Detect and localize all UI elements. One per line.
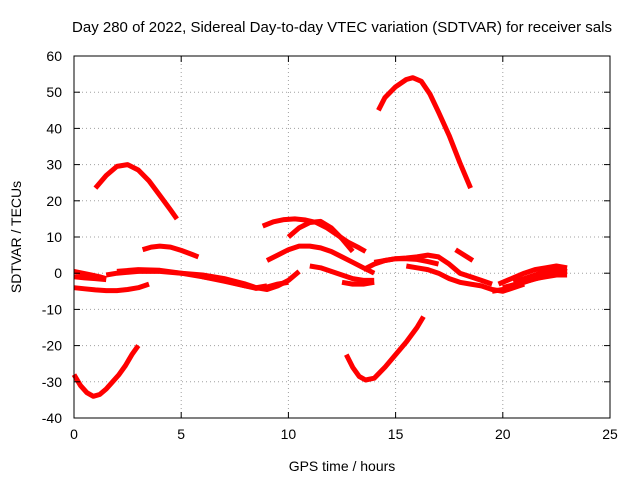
x-tick-label: 10 <box>281 426 297 442</box>
series-arc-01 <box>71 344 141 399</box>
y-tick-label: 10 <box>46 229 62 245</box>
x-tick-label: 25 <box>602 426 618 442</box>
y-tick-label: -40 <box>42 410 62 426</box>
series-arc-16 <box>376 75 473 190</box>
series-arc-15 <box>344 315 426 383</box>
series-arc-18 <box>373 256 440 267</box>
y-tick-label: 0 <box>54 265 62 281</box>
y-axis-label: SDTVAR / TECUs <box>8 181 24 293</box>
x-tick-label: 20 <box>495 426 511 442</box>
series-arc-22 <box>497 263 568 287</box>
y-tick-label: -20 <box>42 338 62 354</box>
y-tick-label: 30 <box>46 157 62 173</box>
series-arc-10 <box>265 243 376 276</box>
x-tick-label: 15 <box>388 426 404 442</box>
y-tick-labels: -40 -30 -20 -10 0 10 20 30 40 50 60 <box>42 48 62 426</box>
y-tick-label: -30 <box>42 374 62 390</box>
y-tick-label: -10 <box>42 301 62 317</box>
data-traces <box>71 75 568 399</box>
chart-title: Day 280 of 2022, Sidereal Day-to-day VTE… <box>72 19 612 36</box>
y-tick-label: 20 <box>46 193 62 209</box>
series-arc-02 <box>93 162 179 221</box>
series-arc-05 <box>73 274 107 283</box>
series-arc-03 <box>73 281 150 294</box>
y-tick-label: 50 <box>46 84 62 100</box>
x-tick-label: 5 <box>177 426 185 442</box>
x-tick-label: 0 <box>70 426 78 442</box>
series-arc-14 <box>341 279 375 287</box>
series-arc-24 <box>512 267 568 285</box>
series-arc-13 <box>309 263 375 283</box>
y-tick-label: 60 <box>46 48 62 64</box>
series-arc-12 <box>286 218 355 254</box>
x-tick-labels: 0 5 10 15 20 25 <box>70 426 618 442</box>
series-arc-08 <box>141 243 200 260</box>
x-axis-label: GPS time / hours <box>289 458 396 474</box>
axis-ticks <box>73 55 611 419</box>
series-arc-09 <box>202 274 268 291</box>
y-tick-label: 40 <box>46 120 62 136</box>
series-arc-23 <box>502 268 568 291</box>
series-arc-20 <box>454 247 475 263</box>
